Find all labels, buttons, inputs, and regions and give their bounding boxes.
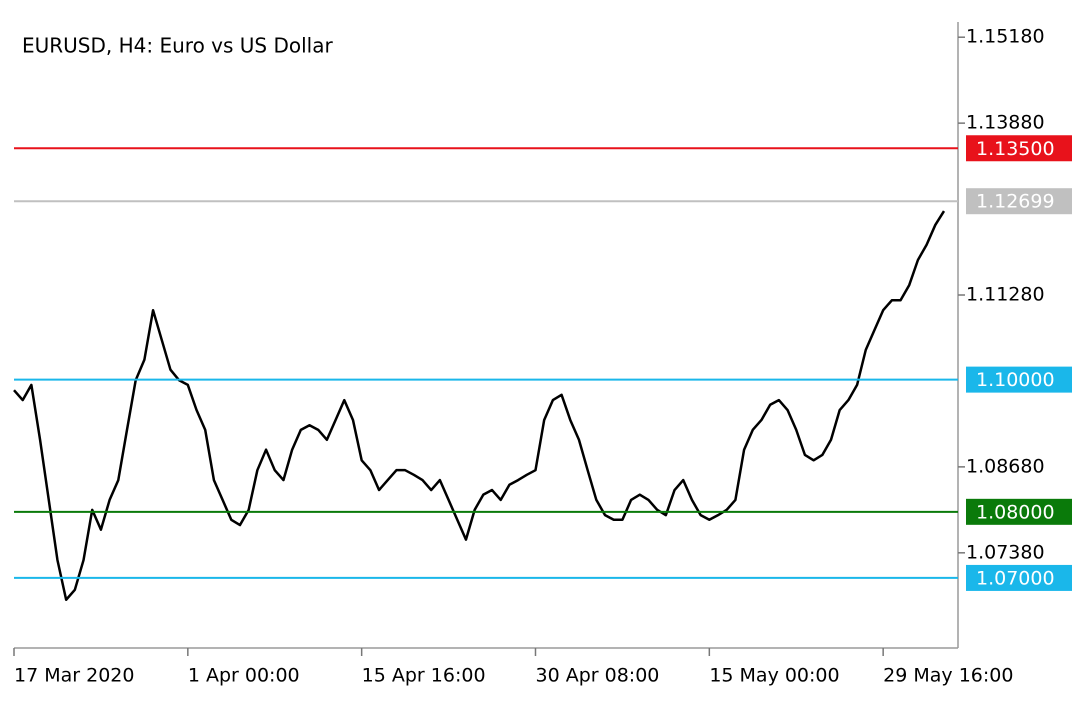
level-label-box [966, 366, 1072, 393]
level-label: 1.13500 [976, 138, 1055, 160]
level-label-box [966, 498, 1072, 525]
level-label: 1.12699 [976, 191, 1055, 213]
price-line [13, 210, 946, 601]
level-label: 1.07000 [976, 567, 1055, 589]
y-tick-label: 1.11280 [966, 284, 1045, 306]
level-label-box [966, 564, 1072, 591]
x-tick-label: 15 Apr 16:00 [362, 665, 486, 687]
y-tick-label: 1.07380 [966, 541, 1045, 563]
x-tick-label: 17 Mar 2020 [14, 665, 134, 687]
y-tick-label: 1.13880 [966, 112, 1045, 134]
level-label: 1.10000 [976, 369, 1055, 391]
y-tick-label: 1.08680 [966, 455, 1045, 477]
level-label: 1.08000 [976, 501, 1055, 523]
y-tick-label: 1.15180 [966, 26, 1045, 48]
level-label-box [966, 135, 1072, 162]
chart-title: EURUSD, H4: Euro vs US Dollar [22, 34, 333, 58]
x-tick-label: 30 Apr 08:00 [535, 665, 659, 687]
x-tick-label: 15 May 00:00 [709, 665, 839, 687]
x-tick-label: 1 Apr 00:00 [188, 665, 300, 687]
x-tick-label: 29 May 16:00 [883, 665, 1013, 687]
level-label-box [966, 188, 1072, 215]
